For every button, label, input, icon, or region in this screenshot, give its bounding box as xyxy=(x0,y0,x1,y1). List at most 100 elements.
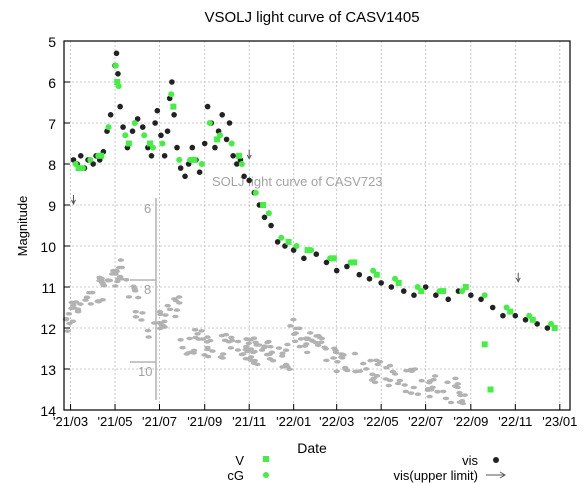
inset-point xyxy=(284,342,291,347)
x-tick-label: '22/01 xyxy=(276,414,311,429)
inset-point xyxy=(426,394,433,399)
inset-point xyxy=(457,393,464,398)
point-V xyxy=(235,152,242,159)
inset-tick-label: 8 xyxy=(144,282,151,297)
y-tick-label: 6 xyxy=(48,75,56,91)
inset-point xyxy=(407,367,414,372)
point-vis xyxy=(212,144,218,151)
point-V xyxy=(98,152,105,159)
y-axis: 5 6 7 8 9 10 11 12 13 14 xyxy=(40,34,70,419)
inset-point xyxy=(407,391,415,395)
point-vis xyxy=(154,107,161,114)
inset-point xyxy=(290,317,297,322)
point-vis xyxy=(204,103,211,110)
point-V xyxy=(260,202,267,208)
inset-point xyxy=(279,354,286,358)
inset-point xyxy=(340,353,347,357)
x-tick-label: '21/03 xyxy=(53,414,88,429)
inset-point xyxy=(204,335,211,339)
point-V xyxy=(529,316,536,323)
point-V xyxy=(462,284,469,290)
point-vis xyxy=(134,116,141,122)
inset-point xyxy=(322,347,329,351)
x-tick-label: '23/01 xyxy=(542,414,577,429)
point-V xyxy=(330,255,337,262)
point-cG xyxy=(131,120,138,126)
point-vis xyxy=(445,296,452,303)
inset-point xyxy=(221,338,229,343)
point-vis xyxy=(378,280,384,286)
legend-label-v: V xyxy=(235,453,244,468)
inset-point xyxy=(369,372,376,377)
inset-point xyxy=(161,319,168,324)
point-vis xyxy=(489,304,496,311)
point-vis xyxy=(522,317,529,323)
inset-point xyxy=(282,348,290,353)
inset-point xyxy=(307,331,314,335)
point-vis-upper-limit-head xyxy=(71,199,76,206)
inset-point xyxy=(245,341,252,346)
point-vis xyxy=(333,267,340,274)
inset-point xyxy=(363,367,370,371)
x-tick-label: '22/07 xyxy=(408,414,443,429)
point-cG xyxy=(293,243,300,249)
y-tick-label: 12 xyxy=(40,321,56,337)
inset-point xyxy=(351,351,359,356)
inset-point xyxy=(424,387,432,391)
point-vis xyxy=(356,271,363,278)
point-vis xyxy=(230,153,236,159)
inset-point xyxy=(139,311,146,315)
inset-point xyxy=(374,362,381,367)
x-tick-label: '21/05 xyxy=(98,414,133,429)
point-vis xyxy=(433,292,439,299)
point-cG xyxy=(278,234,285,241)
y-tick-label: 13 xyxy=(40,362,56,378)
inset-point xyxy=(315,343,322,348)
inset-point xyxy=(218,333,226,338)
y-tick-label: 5 xyxy=(48,34,56,50)
x-axis-label: Date xyxy=(297,440,327,456)
inset-point xyxy=(144,328,152,333)
inset-point xyxy=(234,348,242,352)
inset-point xyxy=(109,272,116,276)
inset-point xyxy=(304,350,311,355)
inset-point xyxy=(155,321,163,325)
point-V xyxy=(147,140,154,147)
inset-point xyxy=(125,295,133,299)
inset-point xyxy=(151,321,158,325)
point-cG xyxy=(206,120,213,126)
legend-marker-upper-limit-arrowhead xyxy=(499,471,506,479)
point-vis xyxy=(177,165,184,171)
point-V xyxy=(487,386,494,393)
inset-point xyxy=(191,328,199,332)
point-vis xyxy=(468,292,474,299)
point-vis xyxy=(139,124,146,130)
point-V xyxy=(170,103,177,110)
inset-point xyxy=(164,303,171,308)
point-vis xyxy=(129,128,136,134)
inset-point xyxy=(138,318,145,322)
inset-title: SOLJ light curve of CASV723 xyxy=(212,174,383,189)
point-vis xyxy=(164,128,171,134)
point-cG xyxy=(238,161,245,167)
point-cG xyxy=(265,210,272,217)
inset-point xyxy=(267,344,274,349)
x-tick-label: '22/05 xyxy=(364,414,399,429)
point-vis xyxy=(90,161,96,167)
inset-point xyxy=(301,344,309,348)
y-tick-label: 7 xyxy=(48,116,56,132)
point-cG xyxy=(176,156,183,163)
data-points xyxy=(70,50,558,393)
point-vis xyxy=(290,247,297,253)
inset-point xyxy=(132,309,139,314)
inset-point xyxy=(74,309,82,313)
inset-tick-label: 10 xyxy=(138,364,152,379)
point-V xyxy=(395,279,402,286)
inset-point xyxy=(250,336,258,341)
inset-point xyxy=(275,346,283,350)
inset-point xyxy=(410,385,417,390)
inset-point xyxy=(308,338,315,343)
inset-point xyxy=(156,309,164,314)
point-V xyxy=(351,259,358,266)
point-V xyxy=(214,136,221,143)
